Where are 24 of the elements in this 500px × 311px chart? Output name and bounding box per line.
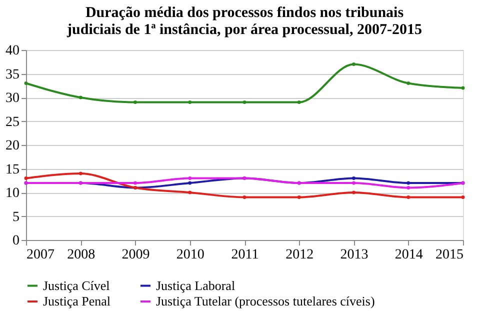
legend-label: Justiça Cível <box>43 278 110 293</box>
y-tick-label: 5 <box>12 210 20 225</box>
x-tick-label: 2011 <box>231 248 259 262</box>
x-tick-label: 2014 <box>394 248 423 262</box>
y-tick-label: 25 <box>6 114 20 130</box>
x-tick-label: 2013 <box>340 248 368 262</box>
x-tick-label: 2010 <box>176 248 204 262</box>
text: judiciais de 1ª instância, por área processual, 2007-2015 <box>67 22 422 38</box>
y-tick-label: 35 <box>6 67 20 82</box>
x-tick-label: 2012 <box>286 248 314 262</box>
x-tick-label: 2015 <box>436 248 464 262</box>
y-tick-label: 0 <box>12 234 20 248</box>
text: Duração média dos processos findos nos tribunais <box>85 5 404 21</box>
x-tick-label: 2009 <box>122 248 150 262</box>
y-tick-label: 20 <box>6 138 20 154</box>
y-tick-label: 10 <box>6 186 20 201</box>
legend-label: Justiça Penal <box>43 294 111 308</box>
x-tick-label: 2008 <box>67 248 96 262</box>
legend-label: Justiça Laboral <box>156 278 236 293</box>
y-tick-label: 40 <box>6 44 20 58</box>
x-tick-label: 2007 <box>26 248 54 262</box>
y-tick-label: 15 <box>6 162 20 178</box>
legend-label: Justiça Tutelar (processos tutelares cíveis) <box>156 294 375 308</box>
y-tick-label: 30 <box>6 91 20 106</box>
